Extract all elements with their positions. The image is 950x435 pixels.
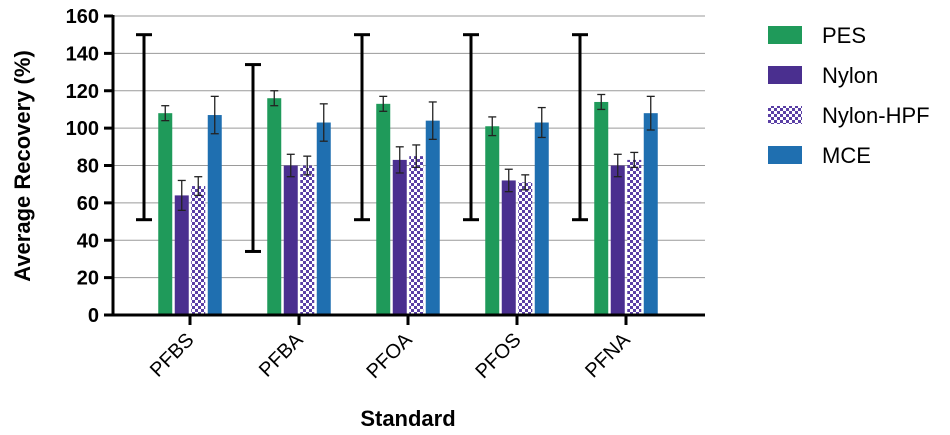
bar-nylon-pfna — [610, 165, 625, 315]
x-tick-label-pfos: PFOS — [471, 329, 525, 383]
y-tick-label-100: 100 — [66, 118, 99, 140]
bar-nylon-pfoa — [392, 159, 407, 315]
range-marker-pfba — [245, 63, 261, 253]
legend-label-nylon: Nylon — [822, 63, 878, 88]
bar-nylon-pfba — [283, 165, 298, 315]
y-tick-label-160: 160 — [66, 6, 99, 28]
bar-nylon-pfos — [501, 180, 516, 315]
bar-pes-pfna — [594, 101, 609, 316]
range-marker-pfbs — [136, 33, 152, 222]
bar-nylon-hpf-pfos — [518, 182, 533, 315]
bar-pes-pfoa — [376, 103, 391, 315]
bars — [136, 33, 658, 316]
range-marker-pfna — [572, 33, 588, 222]
legend-swatch-nylon — [768, 66, 802, 84]
y-tick-label-140: 140 — [66, 43, 99, 65]
bar-nylon-hpf-pfbs — [191, 186, 206, 315]
y-tick-label-40: 40 — [77, 230, 99, 252]
axes — [104, 14, 705, 325]
bar-mce-pfoa — [425, 120, 440, 316]
y-tick-label-120: 120 — [66, 81, 99, 103]
legend-swatch-nylon-hpf — [768, 106, 802, 124]
legend-label-nylon-hpf: Nylon-HPF — [822, 103, 930, 128]
range-marker-pfos — [463, 33, 479, 222]
bar-mce-pfos — [534, 122, 549, 315]
legend-swatch-mce — [768, 146, 802, 164]
y-tick-label-0: 0 — [88, 305, 99, 327]
x-tick-label-pfbs: PFBS — [146, 329, 199, 382]
legend-label-mce: MCE — [822, 143, 871, 168]
x-tick-label-pfba: PFBA — [255, 329, 308, 382]
bar-pes-pfos — [485, 126, 500, 315]
x-tick-label-pfoa: PFOA — [362, 329, 417, 384]
bar-nylon-pfbs — [174, 195, 189, 315]
bar-mce-pfna — [643, 113, 658, 315]
tick-labels: 0 20 40 60 80 100 120 140 160 PFBS PFBA PFOA PFOS PFN… — [66, 6, 635, 383]
y-axis-title: Average Recovery (%) — [10, 50, 35, 282]
bar-nylon-hpf-pfna — [627, 159, 642, 315]
bar-pes-pfbs — [158, 113, 173, 315]
x-axis-title: Standard — [360, 406, 455, 431]
legend-swatch-pes — [768, 26, 802, 44]
y-tick-label-20: 20 — [77, 268, 99, 290]
y-tick-label-80: 80 — [77, 156, 99, 178]
range-marker-pfoa — [354, 33, 370, 222]
bar-nylon-hpf-pfba — [300, 165, 315, 315]
bar-nylon-hpf-pfoa — [409, 156, 424, 315]
y-tick-label-60: 60 — [77, 193, 99, 215]
bar-mce-pfba — [316, 122, 331, 315]
legend-label-pes: PES — [822, 23, 866, 48]
bar-mce-pfbs — [207, 115, 222, 315]
bar-pes-pfba — [267, 98, 282, 315]
x-tick-label-pfna: PFNA — [581, 329, 635, 383]
legend: PES Nylon Nylon-HPF MCE — [768, 23, 930, 168]
